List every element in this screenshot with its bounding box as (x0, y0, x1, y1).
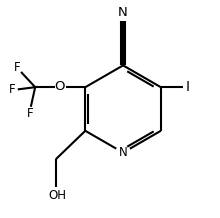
Text: F: F (9, 83, 16, 96)
Text: O: O (54, 80, 64, 93)
Text: F: F (26, 107, 33, 120)
Text: I: I (186, 80, 190, 94)
Text: F: F (14, 61, 20, 74)
Text: OH: OH (48, 189, 66, 202)
Text: N: N (119, 146, 127, 159)
Text: N: N (118, 6, 128, 19)
